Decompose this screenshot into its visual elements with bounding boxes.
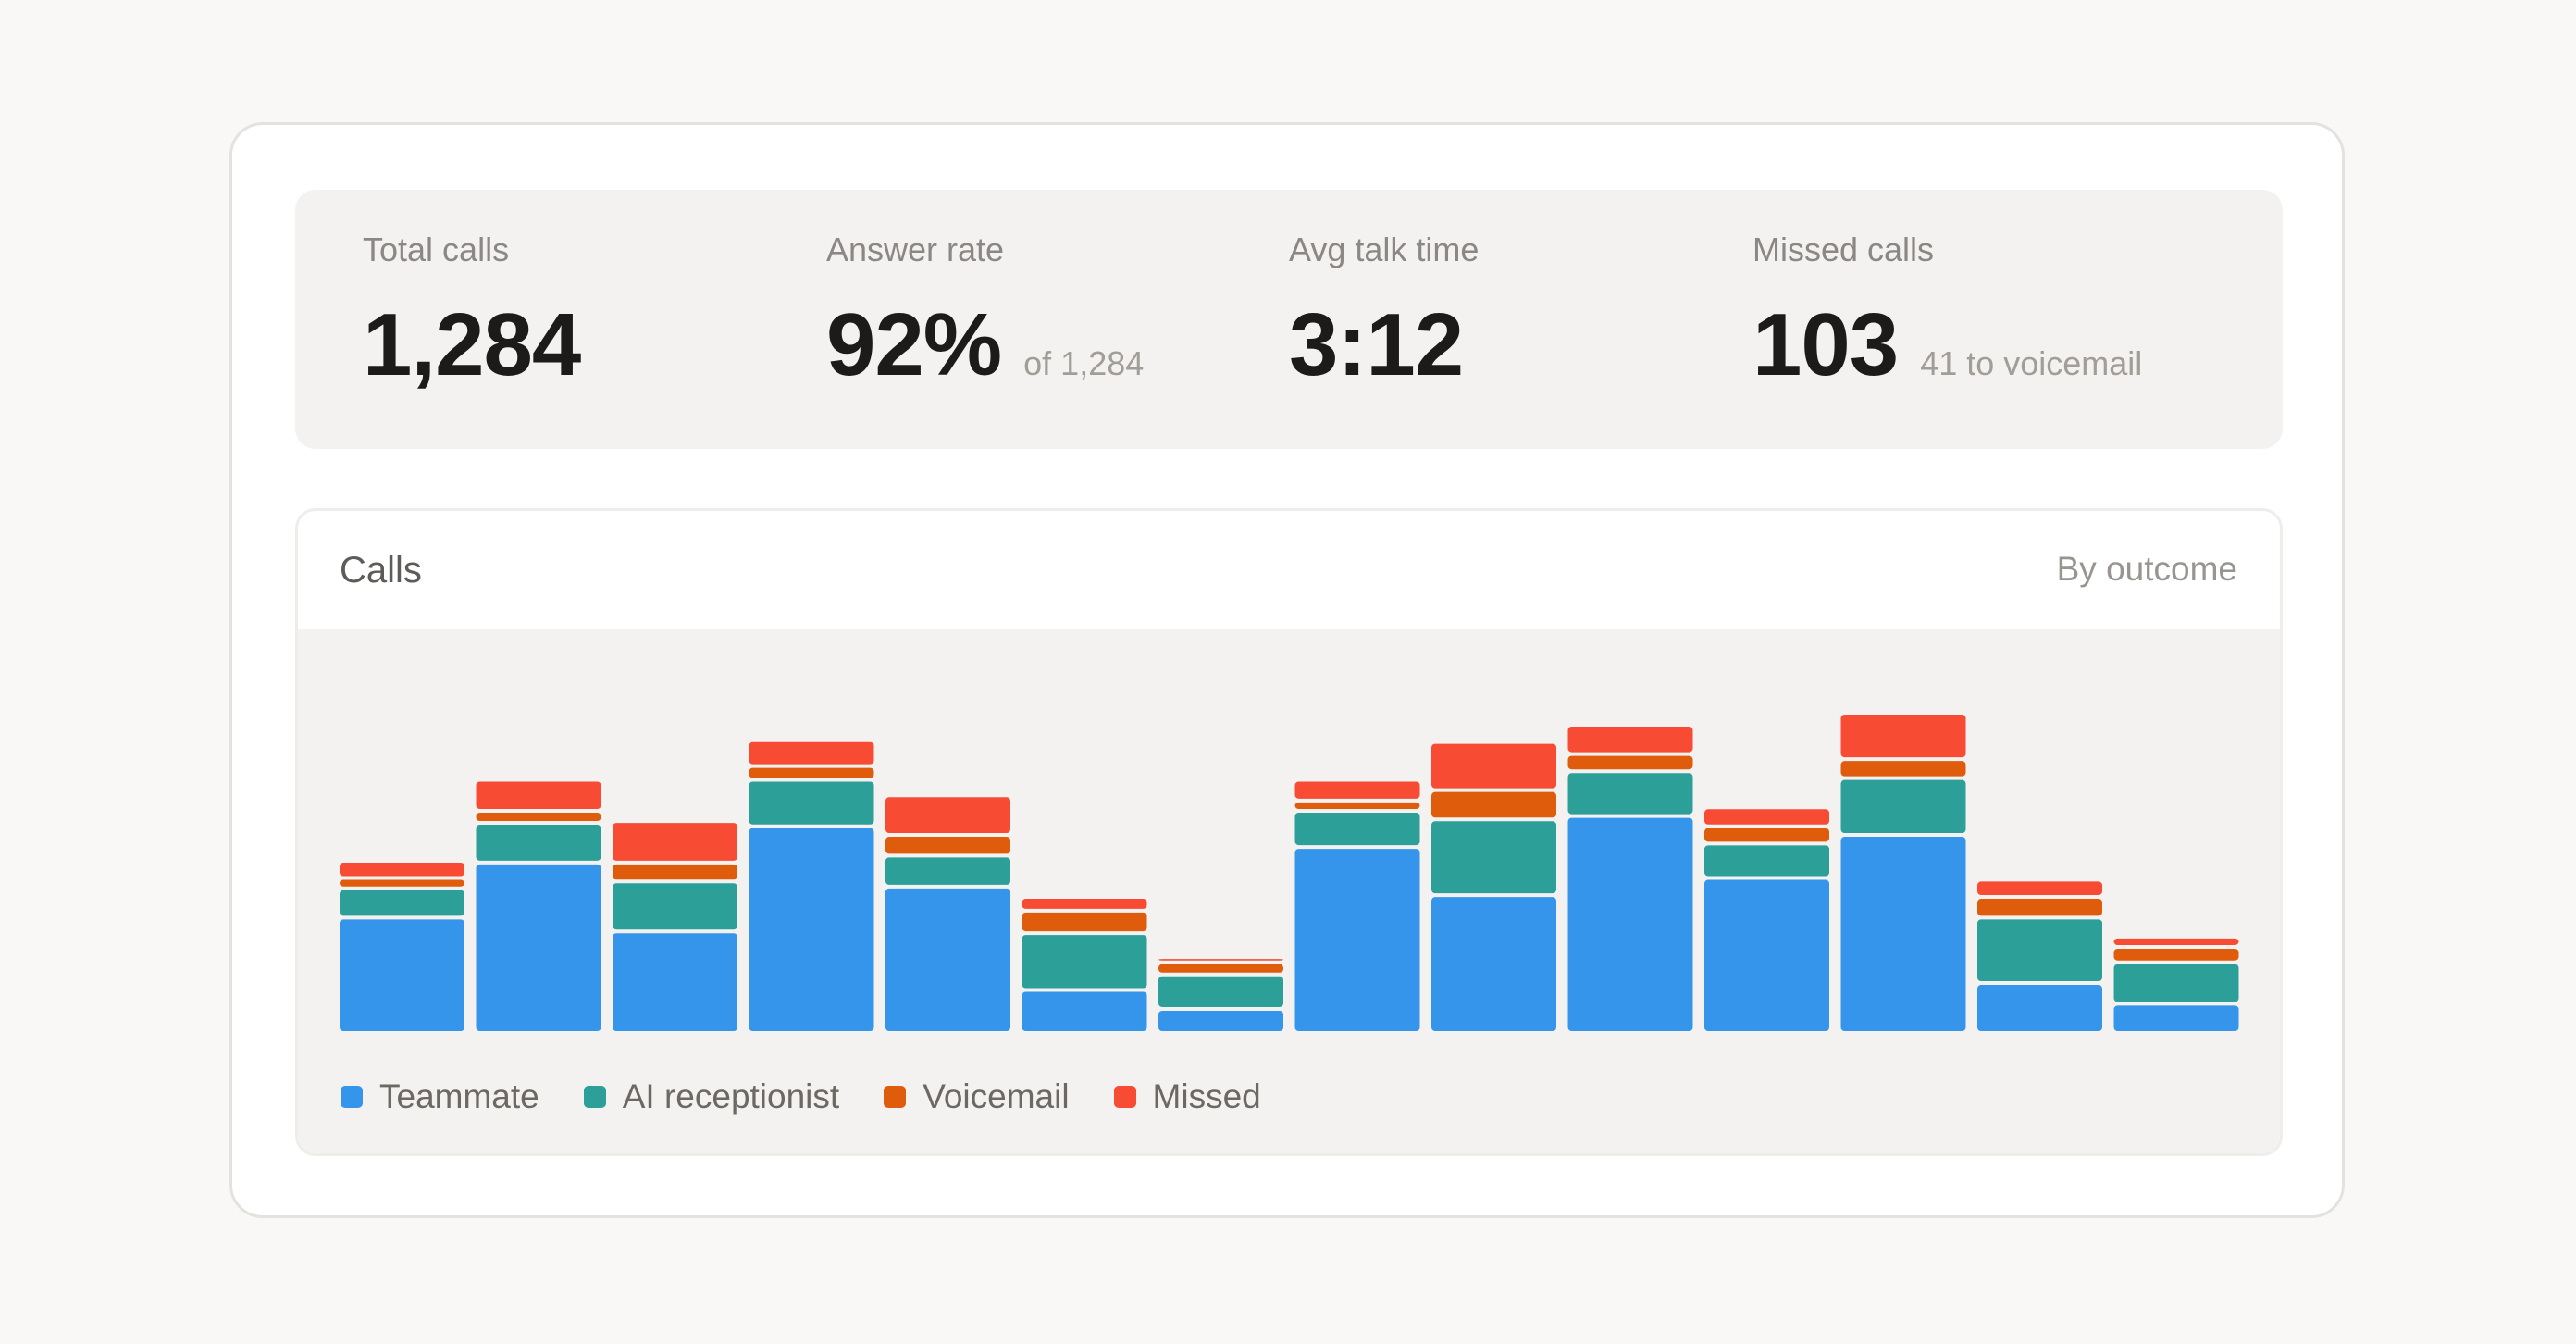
calls-chart-card: Calls By outcome Teammate AI receptionis… [295, 508, 2283, 1156]
bar-segment-missed-13[interactable] [1977, 881, 2102, 896]
bar-segment-missed-10[interactable] [1567, 726, 1693, 753]
bar-segment-missed-4[interactable] [749, 741, 874, 765]
bar-segment-teammate-5[interactable] [886, 888, 1010, 1031]
chart-plot-area: Teammate AI receptionist Voicemail Misse… [298, 629, 2280, 1153]
stat-value: 103 [1752, 295, 1899, 394]
legend-item-missed: Missed [1113, 1077, 1261, 1116]
bar-segment-missed-14[interactable] [2113, 938, 2239, 945]
stat-value: 92% [826, 295, 1002, 394]
dashboard-card: Total calls 1,284 Answer rate 92% of 1,2… [229, 122, 2345, 1218]
stat-label: Missed calls [1752, 230, 1935, 268]
bar-segment-missed-3[interactable] [613, 823, 737, 861]
bar-segment-teammate-13[interactable] [1977, 985, 2102, 1031]
legend-label: Voicemail [923, 1077, 1070, 1115]
legend-label: Missed [1152, 1077, 1261, 1115]
bar-segment-ai-receptionist-9[interactable] [1431, 821, 1556, 894]
bar-segment-ai-receptionist-3[interactable] [613, 883, 737, 930]
stat-label: Total calls [363, 230, 510, 268]
legend-swatch [884, 1086, 907, 1108]
bar-segment-teammate-8[interactable] [1294, 849, 1420, 1031]
bar-segment-teammate-1[interactable] [340, 919, 464, 1031]
stat-label: Answer rate [826, 230, 1005, 268]
bar-segment-missed-12[interactable] [1840, 714, 1966, 758]
bar-segment-ai-receptionist-12[interactable] [1840, 779, 1966, 834]
stacked-bar-chart [340, 714, 2239, 1031]
chart-title: Calls [340, 550, 422, 591]
bar-segment-teammate-7[interactable] [1158, 1010, 1283, 1031]
bar-segment-missed-6[interactable] [1022, 899, 1147, 909]
legend-swatch [583, 1086, 606, 1108]
bar-segment-ai-receptionist-14[interactable] [2113, 964, 2239, 1002]
bar-segment-missed-8[interactable] [1294, 781, 1420, 799]
legend-item-voicemail: Voicemail [884, 1077, 1070, 1116]
bar-segment-ai-receptionist-10[interactable] [1567, 773, 1693, 815]
stat-value: 3:12 [1289, 295, 1464, 394]
legend-label: Teammate [379, 1077, 539, 1115]
bar-segment-ai-receptionist-11[interactable] [1704, 845, 1829, 877]
bar-segment-ai-receptionist-5[interactable] [886, 857, 1010, 885]
bar-segment-teammate-4[interactable] [749, 828, 874, 1031]
bar-segment-voicemail-3[interactable] [613, 864, 737, 880]
chart-grouping-label[interactable]: By outcome [2056, 550, 2237, 588]
bar-segment-ai-receptionist-1[interactable] [340, 890, 464, 916]
stat-value: 1,284 [363, 295, 581, 394]
bar-segment-ai-receptionist-2[interactable] [476, 825, 601, 861]
bar-segment-voicemail-7[interactable] [1158, 964, 1283, 973]
legend-item-ai-receptionist: AI receptionist [583, 1077, 840, 1116]
bar-segment-missed-11[interactable] [1704, 809, 1829, 825]
bar-segment-ai-receptionist-7[interactable] [1158, 976, 1283, 1007]
bar-segment-teammate-10[interactable] [1567, 817, 1693, 1031]
legend-swatch [1113, 1086, 1136, 1108]
bar-segment-missed-2[interactable] [476, 781, 601, 809]
bar-segment-voicemail-4[interactable] [749, 767, 874, 778]
bar-segment-missed-5[interactable] [886, 797, 1010, 834]
bar-segment-teammate-2[interactable] [476, 864, 601, 1031]
bar-segment-missed-9[interactable] [1431, 743, 1556, 789]
bar-segment-teammate-3[interactable] [613, 933, 737, 1031]
bar-segment-ai-receptionist-4[interactable] [749, 781, 874, 825]
bar-segment-voicemail-12[interactable] [1840, 761, 1966, 777]
stat-note: 41 to voicemail [1920, 344, 2143, 382]
legend-swatch [341, 1086, 363, 1108]
bar-segment-missed-7[interactable] [1158, 959, 1283, 961]
bar-segment-teammate-14[interactable] [2113, 1005, 2239, 1031]
bar-segment-voicemail-5[interactable] [886, 837, 1010, 854]
bar-segment-voicemail-10[interactable] [1567, 755, 1693, 770]
bar-segment-missed-1[interactable] [340, 862, 464, 877]
bar-segment-ai-receptionist-13[interactable] [1977, 919, 2102, 982]
bar-segment-voicemail-9[interactable] [1431, 791, 1556, 818]
bar-segment-teammate-6[interactable] [1022, 991, 1147, 1031]
bar-segment-voicemail-14[interactable] [2113, 948, 2239, 961]
legend-label: AI receptionist [622, 1077, 840, 1115]
chart-legend: Teammate AI receptionist Voicemail Misse… [341, 1077, 1261, 1116]
bar-segment-voicemail-6[interactable] [1022, 912, 1147, 932]
stats-panel: Total calls 1,284 Answer rate 92% of 1,2… [295, 190, 2283, 449]
bar-segment-ai-receptionist-6[interactable] [1022, 935, 1147, 989]
bar-segment-teammate-11[interactable] [1704, 879, 1829, 1031]
bar-segment-voicemail-2[interactable] [476, 813, 601, 822]
legend-item-teammate: Teammate [341, 1077, 539, 1116]
bar-segment-voicemail-11[interactable] [1704, 828, 1829, 842]
bar-segment-teammate-9[interactable] [1431, 897, 1556, 1031]
stat-label: Avg talk time [1289, 230, 1480, 268]
stat-note: of 1,284 [1023, 344, 1145, 382]
bar-segment-voicemail-8[interactable] [1294, 802, 1420, 809]
bar-segment-voicemail-1[interactable] [340, 879, 464, 887]
bar-segment-teammate-12[interactable] [1840, 837, 1966, 1031]
bar-segment-ai-receptionist-8[interactable] [1294, 813, 1420, 846]
bar-segment-voicemail-13[interactable] [1977, 899, 2102, 916]
